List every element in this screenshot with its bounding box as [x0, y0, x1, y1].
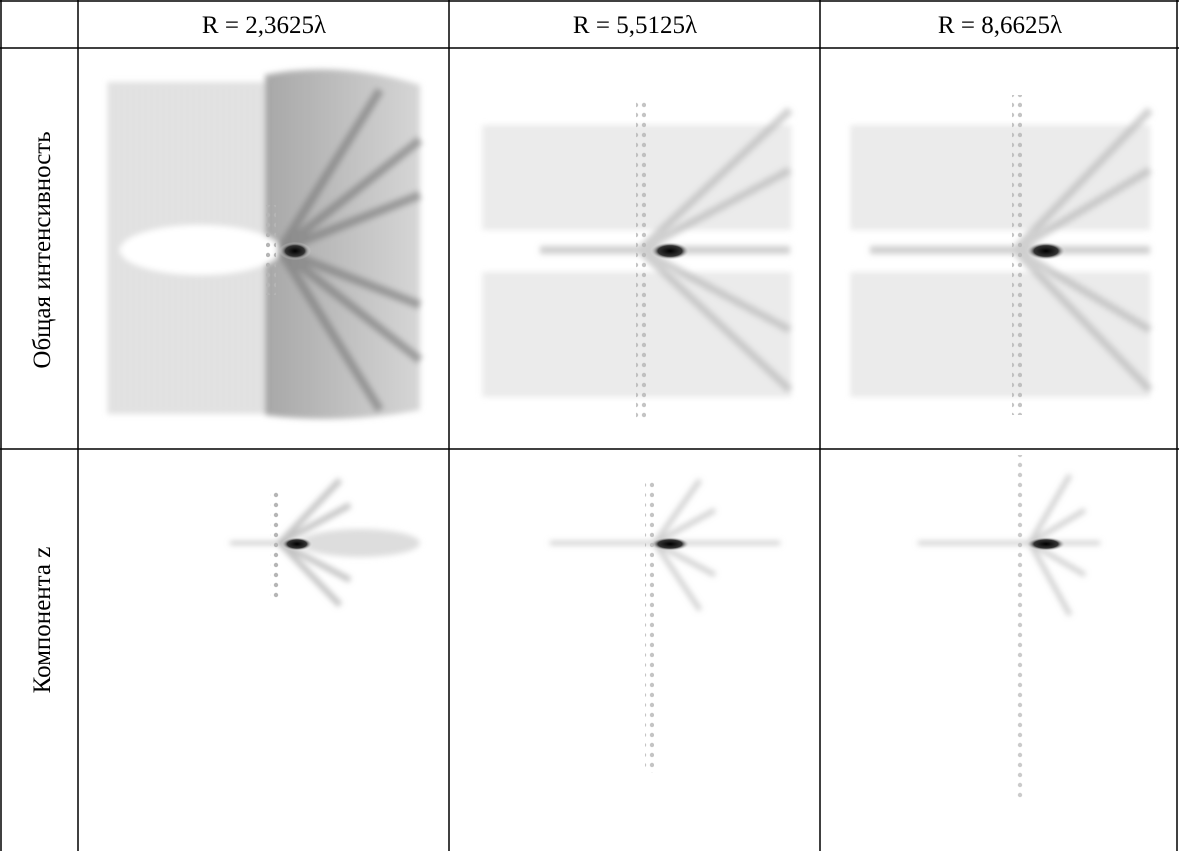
z-component-image — [918, 455, 1100, 800]
intensity-image — [482, 100, 792, 420]
column-header: R = 5,5125λ — [573, 12, 697, 39]
z-component-image — [550, 478, 780, 773]
row-label: Общая интенсивность — [29, 131, 56, 368]
intensity-image — [850, 95, 1150, 415]
column-header: R = 2,3625λ — [202, 12, 326, 39]
column-header: R = 8,6625λ — [938, 12, 1062, 39]
z-component-image — [230, 480, 420, 605]
intensity-image — [108, 69, 420, 419]
row-label: Компонента z — [29, 547, 56, 694]
page: R = 2,3625λ R = 5,5125λ R = 8,6625λ Обща… — [0, 0, 1179, 851]
